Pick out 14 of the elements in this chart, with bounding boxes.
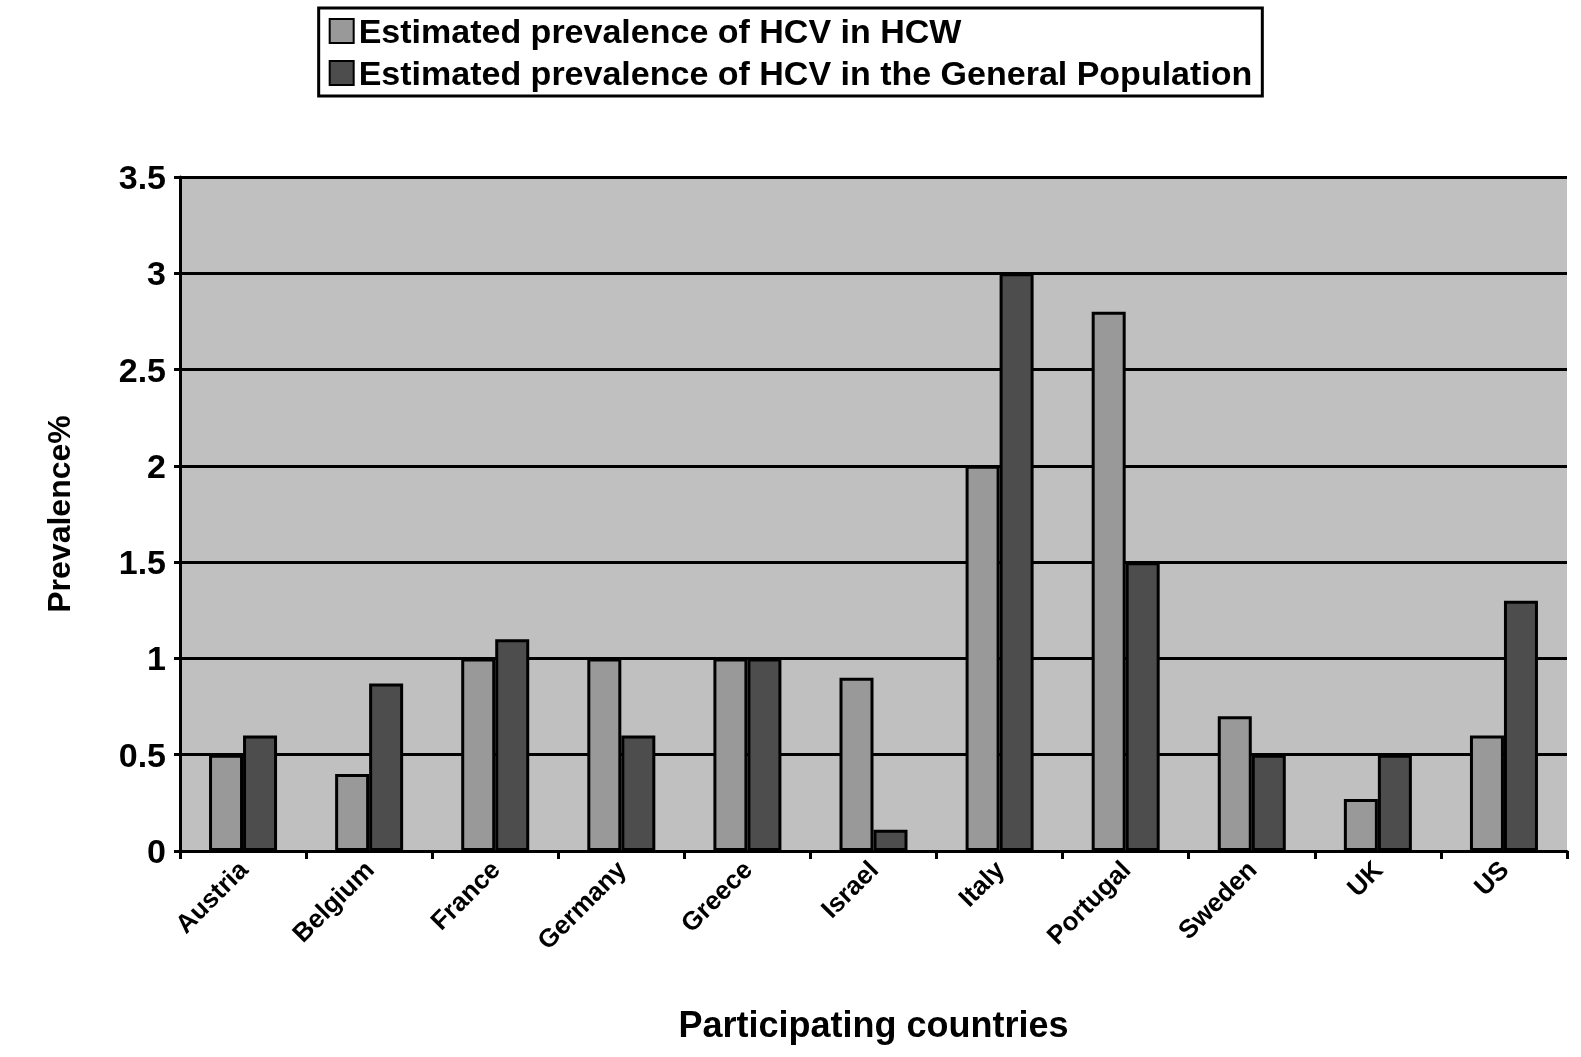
legend-label: Estimated prevalence of HCV in HCW xyxy=(358,12,963,50)
x-axis-title: Participating countries xyxy=(678,1003,1069,1045)
x-tick-label: UK xyxy=(1340,854,1389,903)
y-tick-label: 3.5 xyxy=(118,158,166,196)
y-tick-label: 2.5 xyxy=(118,350,166,389)
y-axis-title: Prevalence% xyxy=(41,415,77,613)
y-tick-label: 2 xyxy=(147,446,166,485)
y-tick-label: 0.5 xyxy=(118,735,166,774)
y-tick-label: 1.5 xyxy=(118,543,166,582)
legend-label: Estimated prevalence of HCV in the General Population xyxy=(358,54,1253,92)
x-tick-label: US xyxy=(1467,854,1515,902)
y-tick-label: 1 xyxy=(147,639,166,678)
y-tick-label: 3 xyxy=(147,254,166,293)
y-tick-label: 0 xyxy=(147,832,166,870)
